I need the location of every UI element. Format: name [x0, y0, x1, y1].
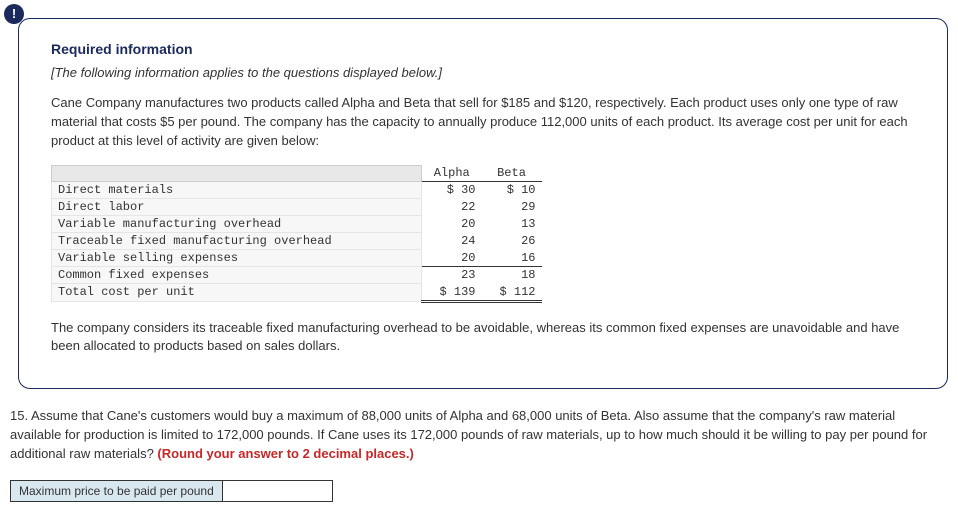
question-card: Required information [The following info…	[18, 18, 948, 389]
col-header-beta: Beta	[482, 165, 542, 182]
cell-alpha: 20	[422, 216, 482, 233]
question-15: 15. Assume that Cane's customers would b…	[10, 407, 948, 464]
row-label: Variable manufacturing overhead	[52, 216, 422, 233]
table-row: Traceable fixed manufacturing overhead 2…	[52, 233, 542, 250]
total-beta: $ 112	[482, 284, 542, 302]
table-row: Direct materials $ 30 $ 10	[52, 182, 542, 199]
table-total-row: Total cost per unit $ 139 $ 112	[52, 284, 542, 302]
cell-beta: 13	[482, 216, 542, 233]
col-header-alpha: Alpha	[422, 165, 482, 182]
cell-beta: 26	[482, 233, 542, 250]
cell-alpha: $ 30	[422, 182, 482, 199]
cell-beta: 16	[482, 250, 542, 267]
row-label: Traceable fixed manufacturing overhead	[52, 233, 422, 250]
cell-beta: 18	[482, 267, 542, 284]
answer-label: Maximum price to be paid per pound	[10, 480, 223, 502]
total-alpha: $ 139	[422, 284, 482, 302]
cell-alpha: 20	[422, 250, 482, 267]
table-row: Variable manufacturing overhead 20 13	[52, 216, 542, 233]
row-label: Common fixed expenses	[52, 267, 422, 284]
table-row: Common fixed expenses 23 18	[52, 267, 542, 284]
cost-table: Alpha Beta Direct materials $ 30 $ 10 Di…	[51, 165, 542, 303]
alert-icon: !	[4, 4, 24, 24]
question-text: 15. Assume that Cane's customers would b…	[10, 408, 927, 461]
cell-beta: 29	[482, 199, 542, 216]
table-corner	[52, 165, 422, 182]
answer-row: Maximum price to be paid per pound	[10, 480, 948, 502]
round-hint: (Round your answer to 2 decimal places.)	[157, 446, 413, 461]
row-label: Direct labor	[52, 199, 422, 216]
intro-paragraph: Cane Company manufactures two products c…	[51, 94, 915, 151]
cell-alpha: 23	[422, 267, 482, 284]
required-heading: Required information	[51, 41, 915, 57]
avoidable-note: The company considers its traceable fixe…	[51, 319, 915, 357]
row-label: Variable selling expenses	[52, 250, 422, 267]
table-row: Direct labor 22 29	[52, 199, 542, 216]
cell-beta: $ 10	[482, 182, 542, 199]
table-row: Variable selling expenses 20 16	[52, 250, 542, 267]
answer-input[interactable]	[223, 480, 333, 502]
cell-alpha: 22	[422, 199, 482, 216]
total-label: Total cost per unit	[52, 284, 422, 302]
cell-alpha: 24	[422, 233, 482, 250]
row-label: Direct materials	[52, 182, 422, 199]
applies-note: [The following information applies to th…	[51, 65, 915, 80]
